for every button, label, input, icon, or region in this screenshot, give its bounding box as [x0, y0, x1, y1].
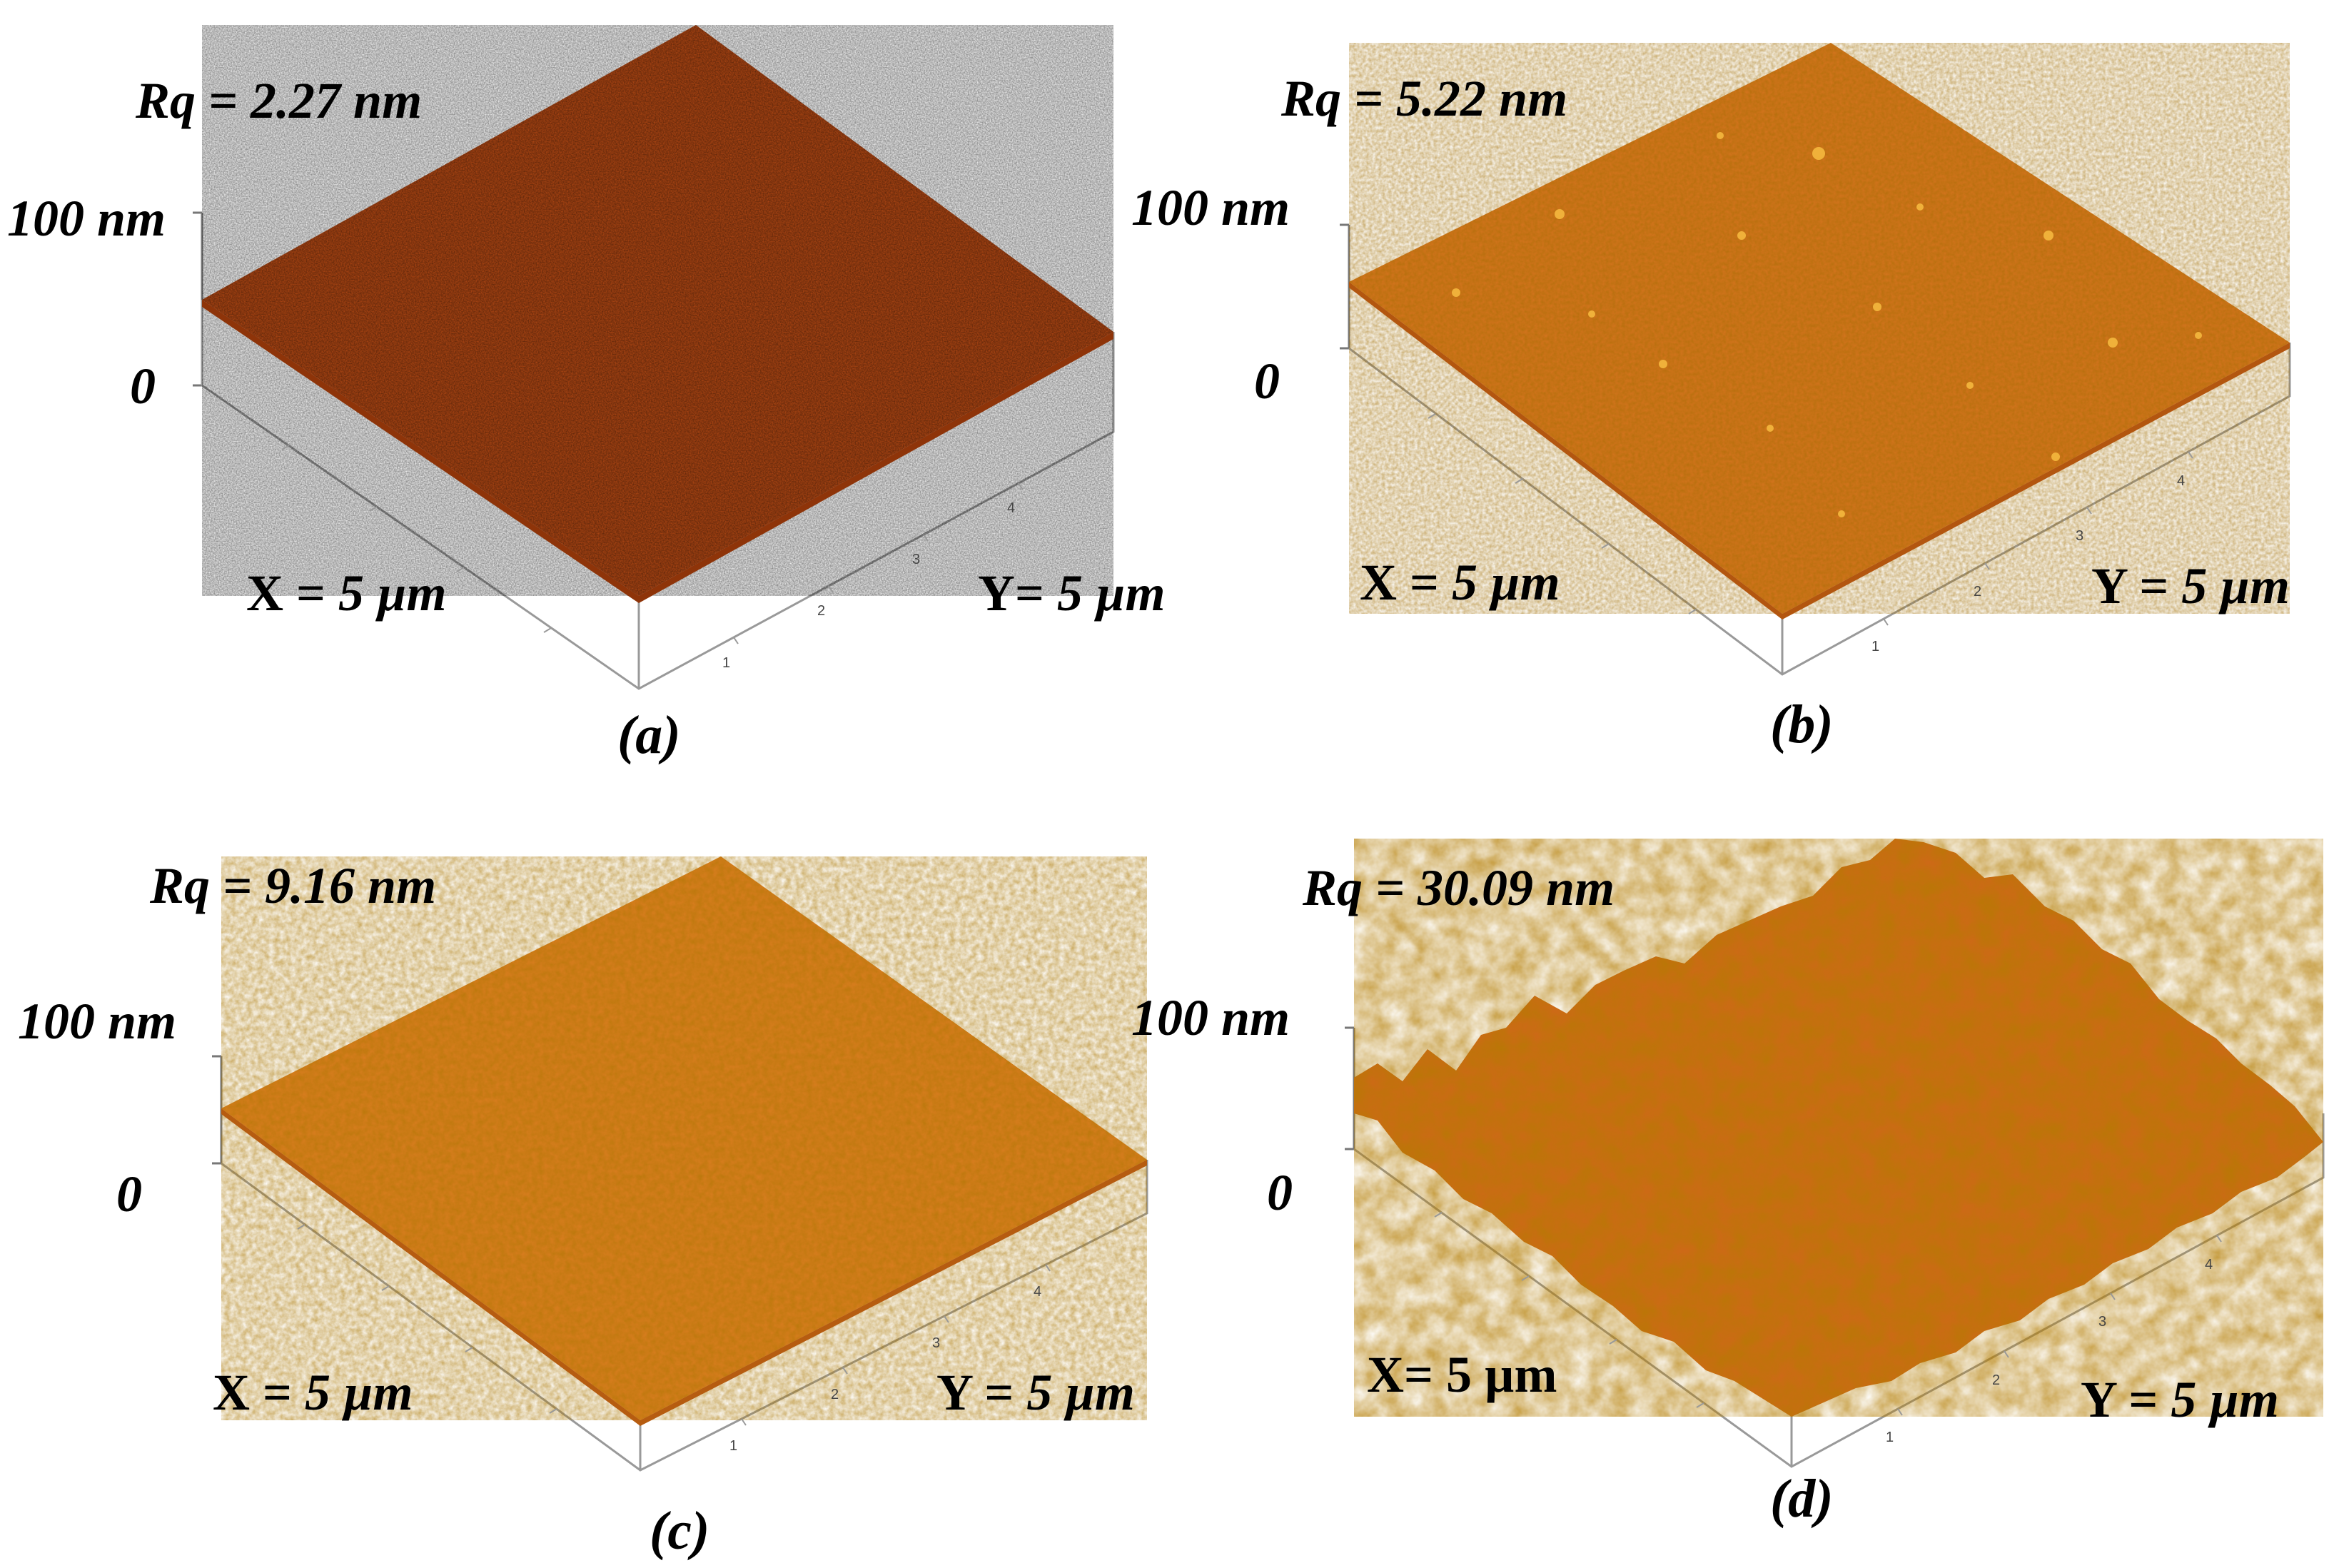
y-tick-label: 2: [831, 1387, 839, 1402]
panel-label: (c): [650, 1501, 709, 1561]
panel-label: (a): [617, 705, 681, 765]
x-axis-label: X= 5 µm: [1367, 1346, 1557, 1403]
y-axis-label: Y = 5 µm: [2091, 557, 2290, 614]
surface-side-left-b: [1349, 282, 1782, 619]
y-tick-label: 3: [2076, 528, 2083, 544]
surface-grains-b: [1452, 132, 2202, 517]
panel-a: 1 2 3 4 Rq = 2.27 nm 100 nm 0 X = 5 µm Y…: [7, 25, 1166, 765]
y-tick-label: 2: [1974, 584, 1981, 600]
surface-side-left-a: [202, 300, 639, 603]
roughness-label: Rq = 5.22 nm: [1280, 70, 1567, 127]
y-tick-label: 2: [817, 603, 825, 619]
z-zero-label: 0: [1254, 353, 1280, 410]
surface-side-right-c: [640, 1160, 1147, 1426]
roughness-label: Rq = 2.27 nm: [135, 72, 422, 129]
afm-surface-c: [221, 856, 1147, 1426]
y-tick-label: 1: [729, 1438, 737, 1454]
y-tick-label: 2: [1992, 1372, 2000, 1388]
y-tick-label: 1: [1871, 639, 1879, 654]
y-tick-label: 4: [2177, 473, 2185, 489]
panel-d: 1 2 3 4 Rq = 30.09 nm 100 nm 0 X= 5 µm Y…: [1131, 839, 2325, 1529]
y-tick-label: 3: [912, 552, 920, 567]
x-axis-label: X = 5 µm: [246, 565, 447, 622]
roughness-label: Rq = 9.16 nm: [149, 857, 436, 914]
y-tick-label: 1: [722, 655, 730, 671]
surface-side-right-b: [1782, 343, 2290, 619]
y-tick-label: 4: [1007, 500, 1015, 516]
afm-surface-d: [1354, 839, 2323, 1417]
z-top-label: 100 nm: [1131, 989, 1290, 1046]
z-zero-label: 0: [1267, 1164, 1293, 1221]
panel-c: 1 2 3 4 Rq = 9.16 nm 100 nm 0 X = 5 µm Y…: [18, 856, 1148, 1561]
panel-b: 1 2 3 4 Rq = 5.22 nm 100 nm 0 X = 5 µm Y…: [1131, 43, 2291, 754]
y-axis-label: Y = 5 µm: [2081, 1371, 2279, 1428]
y-tick-label: 4: [1034, 1284, 1041, 1300]
panel-label: (d): [1770, 1469, 1834, 1529]
z-zero-label: 0: [116, 1165, 142, 1223]
z-top-label: 100 nm: [1131, 179, 1290, 236]
afm-surface-a: [202, 25, 1113, 603]
y-tick-label: 3: [2098, 1314, 2106, 1330]
x-axis-label: X = 5 µm: [1360, 554, 1560, 611]
afm-surface-b: [1349, 43, 2290, 619]
y-axis-label: Y= 5 µm: [978, 565, 1166, 622]
y-axis-label: Y = 5 µm: [936, 1364, 1135, 1421]
y-tick-label: 1: [1886, 1430, 1894, 1445]
surface-side-left-c: [221, 1108, 640, 1426]
y-tick-label: 4: [2205, 1257, 2213, 1273]
z-zero-label: 0: [130, 358, 156, 415]
x-axis-label: X = 5 µm: [213, 1364, 413, 1421]
roughness-label: Rq = 30.09 nm: [1302, 859, 1615, 916]
z-top-label: 100 nm: [7, 190, 166, 247]
panel-label: (b): [1770, 694, 1834, 754]
z-top-label: 100 nm: [18, 993, 176, 1050]
y-tick-label: 3: [932, 1335, 940, 1351]
surface-side-right-a: [639, 332, 1113, 603]
